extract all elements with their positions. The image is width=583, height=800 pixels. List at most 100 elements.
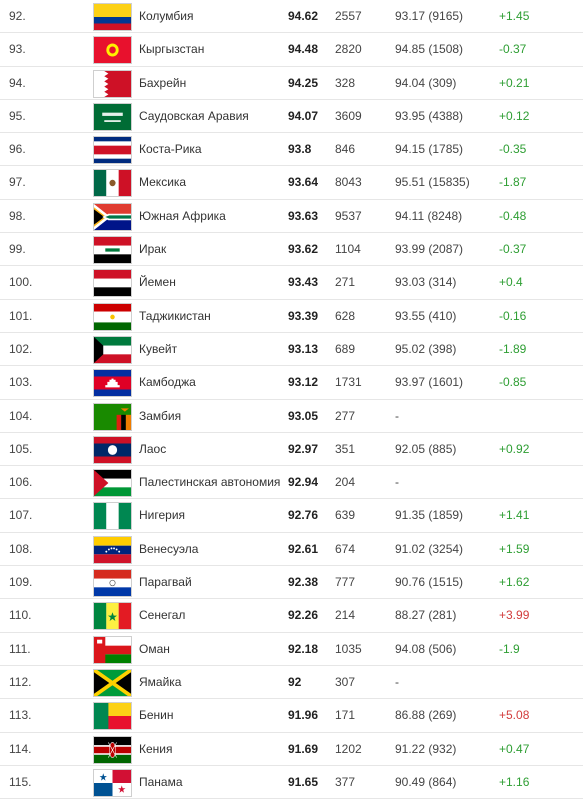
country-name[interactable]: Замбия: [139, 408, 182, 423]
score-value: 93.12: [288, 375, 319, 390]
change-value: +5.08: [499, 708, 530, 723]
country-name[interactable]: Коста-Рика: [139, 142, 202, 157]
score-value: 92.61: [288, 541, 319, 556]
country-name[interactable]: Саудовская Аравия: [139, 108, 249, 123]
previous-score: 94.15 (1785): [395, 142, 464, 157]
rank-number: 94.: [9, 75, 26, 90]
previous-score: 86.88 (269): [395, 708, 457, 723]
previous-score: 94.85 (1508): [395, 42, 464, 57]
tests-count: 214: [335, 608, 356, 623]
score-value: 92.97: [288, 441, 319, 456]
country-name[interactable]: Бенин: [139, 708, 174, 723]
country-name[interactable]: Кувейт: [139, 341, 178, 356]
rank-number: 101.: [9, 308, 33, 323]
iraq-flag-icon: [93, 236, 132, 265]
change-value: +1.62: [499, 575, 530, 590]
country-name[interactable]: Парагвай: [139, 575, 192, 590]
table-row: 111. Оман 92.18 1035 94.08 (506) -1.9: [0, 633, 583, 666]
rank-number: 103.: [9, 375, 33, 390]
change-value: -0.48: [499, 208, 527, 223]
score-value: 93.63: [288, 208, 319, 223]
tests-count: 204: [335, 475, 356, 490]
table-row: 109. Парагвай 92.38 777 90.76 (1515) +1.62: [0, 566, 583, 600]
table-row: 107. Нигерия 92.76 639 91.35 (1859) +1.41: [0, 499, 583, 533]
tests-count: 277: [335, 408, 356, 423]
score-value: 92.26: [288, 608, 319, 623]
rank-number: 102.: [9, 341, 33, 356]
score-value: 93.13: [288, 341, 319, 356]
saudi-arabia-flag-icon: [93, 102, 132, 131]
change-value: -0.37: [499, 42, 527, 57]
change-value: +1.41: [499, 508, 530, 523]
country-name[interactable]: Сенегал: [139, 608, 186, 623]
country-name[interactable]: Бахрейн: [139, 75, 187, 90]
country-name[interactable]: Камбоджа: [139, 375, 196, 390]
country-name[interactable]: Венесуэла: [139, 541, 199, 556]
table-row: 108. Венесуэла 92.61 674 91.02 (3254) +1.59: [0, 533, 583, 567]
palestine-flag-icon: [93, 469, 132, 498]
table-row: 101. Таджикистан 93.39 628 93.55 (410) -0.16: [0, 300, 583, 333]
country-name[interactable]: Мексика: [139, 175, 187, 190]
rank-number: 114.: [9, 741, 32, 756]
change-value: -1.89: [499, 341, 527, 356]
tests-count: 171: [335, 708, 356, 723]
score-value: 94.07: [288, 108, 319, 123]
tests-count: 1104: [335, 242, 361, 257]
country-name[interactable]: Панама: [139, 774, 183, 789]
change-value: +0.21: [499, 75, 530, 90]
change-value: +1.59: [499, 541, 530, 556]
table-row: 94. Бахрейн 94.25 328 94.04 (309) +0.21: [0, 67, 583, 100]
tests-count: 307: [335, 674, 356, 689]
country-name[interactable]: Палестинская автономия: [139, 475, 281, 490]
score-value: 91.69: [288, 741, 319, 756]
country-name[interactable]: Лаос: [139, 441, 167, 456]
country-name[interactable]: Южная Африка: [139, 208, 226, 223]
country-name[interactable]: Оман: [139, 641, 170, 656]
tests-count: 777: [335, 575, 356, 590]
country-name[interactable]: Ямайка: [139, 674, 182, 689]
previous-score: 90.49 (864): [395, 774, 457, 789]
tests-count: 2820: [335, 42, 362, 57]
score-value: 93.62: [288, 242, 319, 257]
kyrgyzstan-flag-icon: [93, 36, 132, 65]
table-row: 92. Колумбия 94.62 2557 93.17 (9165) +1.45: [0, 0, 583, 34]
country-name[interactable]: Нигерия: [139, 508, 186, 523]
country-name[interactable]: Таджикистан: [139, 308, 211, 323]
tests-count: 689: [335, 341, 356, 356]
change-value: +1.16: [499, 774, 530, 789]
panama-flag-icon: [93, 768, 132, 797]
country-name[interactable]: Ирак: [139, 242, 167, 257]
previous-score: 95.51 (15835): [395, 175, 470, 190]
mexico-flag-icon: [93, 169, 132, 198]
tests-count: 1202: [335, 741, 362, 756]
country-name[interactable]: Колумбия: [139, 9, 194, 23]
score-value: 93.8: [288, 142, 312, 157]
venezuela-flag-icon: [93, 535, 132, 564]
score-value: 92.38: [288, 575, 319, 590]
colombia-flag-icon: [93, 3, 132, 31]
previous-score: 88.27 (281): [395, 608, 457, 623]
previous-score: 94.11 (8248): [395, 208, 463, 223]
rank-number: 110.: [9, 608, 32, 623]
rank-number: 97.: [9, 175, 26, 190]
score-value: 93.05: [288, 408, 319, 423]
country-name[interactable]: Кения: [139, 741, 173, 756]
change-value: -0.37: [499, 242, 527, 257]
costa-rica-flag-icon: [93, 136, 132, 165]
benin-flag-icon: [93, 702, 132, 731]
country-name[interactable]: Кыргызстан: [139, 42, 205, 57]
table-row: 93. Кыргызстан 94.48 2820 94.85 (1508) -0.37: [0, 33, 583, 67]
previous-score: 94.08 (506): [395, 641, 457, 656]
kuwait-flag-icon: [93, 335, 132, 364]
previous-score: 91.35 (1859): [395, 508, 464, 523]
tajikistan-flag-icon: [93, 302, 132, 331]
previous-score: 93.95 (4388): [395, 108, 464, 123]
nigeria-flag-icon: [93, 502, 132, 531]
table-row: 98. Южная Африка 93.63 9537 94.11 (8248) -0.4…: [0, 200, 583, 234]
table-row: 115. Панама 91.65 377 90.49 (864) +1.16: [0, 766, 583, 800]
previous-score: 91.22 (932): [395, 741, 457, 756]
country-name[interactable]: Йемен: [139, 275, 176, 290]
rank-number: 92.: [9, 9, 26, 23]
score-value: 92: [288, 674, 302, 689]
